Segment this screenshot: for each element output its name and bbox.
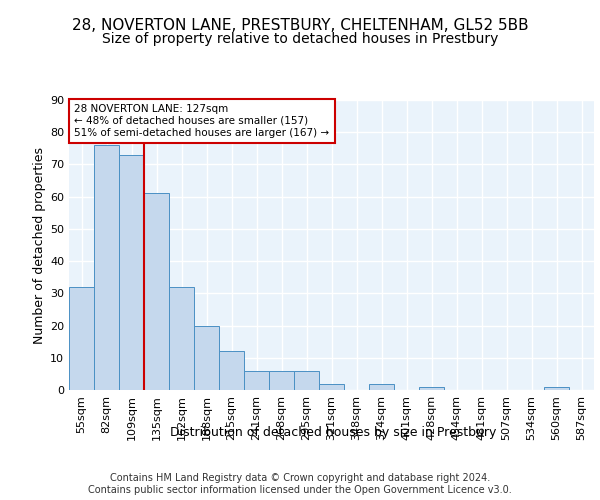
Y-axis label: Number of detached properties: Number of detached properties xyxy=(33,146,46,344)
Text: Distribution of detached houses by size in Prestbury: Distribution of detached houses by size … xyxy=(170,426,496,439)
Text: 28 NOVERTON LANE: 127sqm
← 48% of detached houses are smaller (157)
51% of semi-: 28 NOVERTON LANE: 127sqm ← 48% of detach… xyxy=(74,104,329,138)
Bar xyxy=(194,326,219,390)
Bar xyxy=(319,384,344,390)
Text: Size of property relative to detached houses in Prestbury: Size of property relative to detached ho… xyxy=(102,32,498,46)
Bar xyxy=(169,287,194,390)
Bar xyxy=(69,287,94,390)
Bar xyxy=(119,155,144,390)
Text: 28, NOVERTON LANE, PRESTBURY, CHELTENHAM, GL52 5BB: 28, NOVERTON LANE, PRESTBURY, CHELTENHAM… xyxy=(71,18,529,32)
Bar xyxy=(94,145,119,390)
Bar xyxy=(219,352,244,390)
Bar xyxy=(144,194,169,390)
Bar xyxy=(294,370,319,390)
Text: Contains HM Land Registry data © Crown copyright and database right 2024.
Contai: Contains HM Land Registry data © Crown c… xyxy=(88,474,512,495)
Bar xyxy=(244,370,269,390)
Bar xyxy=(544,387,569,390)
Bar xyxy=(419,387,444,390)
Bar xyxy=(269,370,294,390)
Bar xyxy=(369,384,394,390)
